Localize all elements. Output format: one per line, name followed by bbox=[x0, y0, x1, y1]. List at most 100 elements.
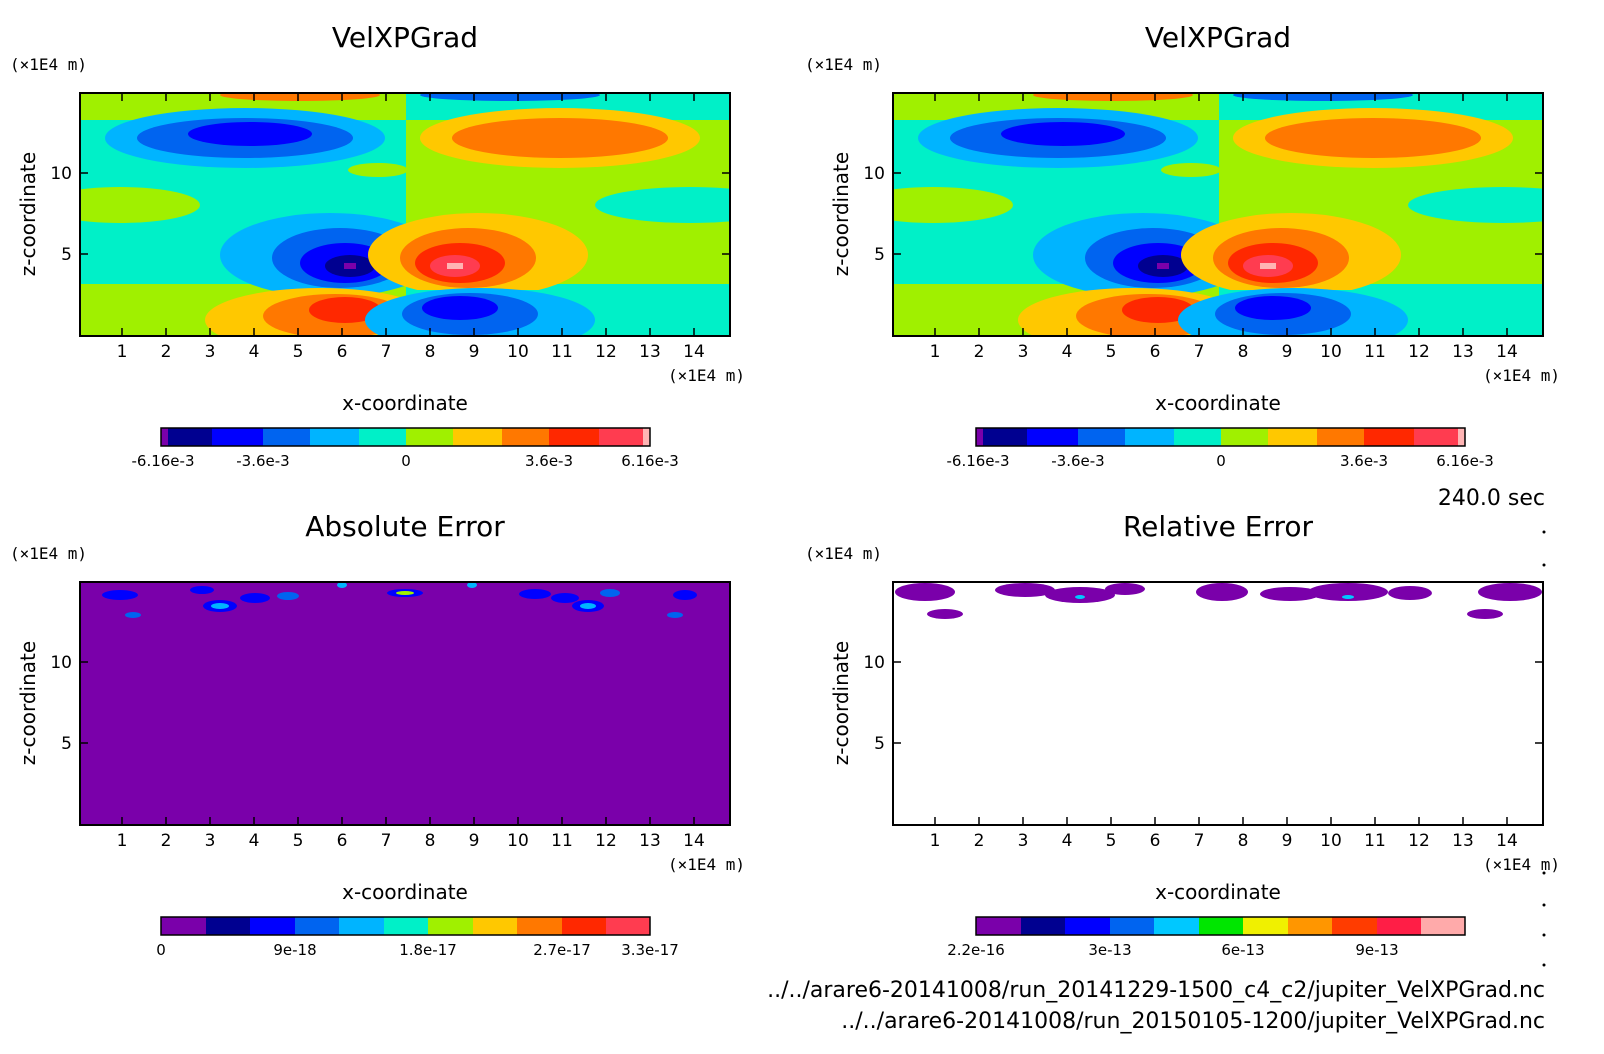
colorbar-swatch bbox=[161, 428, 168, 446]
axis-ticks bbox=[80, 93, 730, 336]
y-tick-label: 10 bbox=[50, 164, 72, 184]
y-tick-label: 10 bbox=[50, 653, 72, 673]
mid-lobe-right bbox=[1161, 163, 1221, 177]
colorbar-swatch bbox=[310, 428, 359, 446]
colorbar-swatch bbox=[1221, 428, 1268, 446]
chart-title: Absolute Error bbox=[305, 510, 505, 543]
x-tick-label: 1 bbox=[930, 831, 941, 851]
x-tick-label: 1 bbox=[117, 342, 128, 362]
x-tick-label: 9 bbox=[469, 831, 480, 851]
colorbar-swatch bbox=[1288, 917, 1332, 935]
error-patch bbox=[467, 582, 477, 588]
x-tick-label: 11 bbox=[551, 342, 573, 362]
colorbar-swatch bbox=[562, 917, 606, 935]
colorbar-swatch bbox=[1421, 917, 1465, 935]
x-tick-label: 4 bbox=[1062, 831, 1073, 851]
bottom-trough-right bbox=[1235, 296, 1311, 320]
x-tick-label: 6 bbox=[337, 831, 348, 851]
colorbar-tick-label: 9e-13 bbox=[1355, 941, 1398, 959]
error-patch bbox=[673, 590, 697, 600]
y-tick-label: 5 bbox=[874, 245, 885, 265]
x-axis-label: x-coordinate bbox=[1155, 391, 1281, 415]
x-tick-label: 10 bbox=[507, 342, 529, 362]
y-axis-label: z-coordinate bbox=[829, 152, 853, 276]
side-lobe-right bbox=[1408, 187, 1543, 223]
trough-core-left bbox=[1157, 263, 1169, 269]
plot-area bbox=[893, 582, 1543, 825]
x-tick-label: 5 bbox=[1106, 831, 1117, 851]
colorbar-swatch bbox=[1154, 917, 1199, 935]
axis-ticks bbox=[893, 661, 1543, 825]
peak-core-right bbox=[447, 263, 463, 269]
colorbar-swatch bbox=[161, 917, 206, 935]
x-tick-labels: 1 2 3 4 5 6 7 8 9 10 11 12 13 14 bbox=[930, 831, 1518, 851]
top-edge-peak-left bbox=[1033, 93, 1193, 101]
colorbar-swatch bbox=[473, 917, 517, 935]
x-tick-label: 14 bbox=[1496, 342, 1518, 362]
colorbar-swatch bbox=[643, 428, 650, 446]
upper-peak-right bbox=[1265, 118, 1481, 158]
x-tick-label: 13 bbox=[639, 342, 661, 362]
x-unit-label: (×1E4 m) bbox=[1483, 366, 1560, 385]
colorbar: -6.16e-3 -3.6e-3 0 3.6e-3 6.16e-3 bbox=[132, 427, 679, 470]
x-tick-label: 5 bbox=[293, 831, 304, 851]
top-edge-trough-right bbox=[420, 93, 600, 101]
colorbar-swatch bbox=[212, 428, 263, 446]
x-unit-label: (×1E4 m) bbox=[1483, 855, 1560, 874]
panel-velxpgrad-left: VelXPGrad (×1E4 m) bbox=[10, 21, 745, 470]
colorbar-swatch bbox=[250, 917, 295, 935]
colorbar-tick-label: -6.16e-3 bbox=[132, 452, 195, 470]
x-tick-label: 12 bbox=[1408, 342, 1430, 362]
colorbar-swatch bbox=[168, 428, 212, 446]
colorbar-tick-label: 0 bbox=[1216, 452, 1226, 470]
x-tick-label: 14 bbox=[683, 342, 705, 362]
colorbar-swatch bbox=[428, 917, 473, 935]
colorbar-tick-label: 3.3e-17 bbox=[621, 941, 679, 959]
colorbar-swatch bbox=[976, 917, 1021, 935]
colorbar-swatch bbox=[1243, 917, 1288, 935]
y-unit-label: (×1E4 m) bbox=[805, 55, 882, 74]
x-tick-label: 12 bbox=[595, 342, 617, 362]
colorbar-frame bbox=[160, 427, 651, 447]
error-patch bbox=[240, 593, 270, 603]
panel-relative-error: Relative Error (×1E4 m) 1 2 3 bbox=[805, 510, 1560, 959]
file-path-label: ../../arare6-20141008/run_20141229-1500_… bbox=[767, 978, 1545, 1003]
x-tick-label: 8 bbox=[425, 342, 436, 362]
error-patch bbox=[1478, 583, 1542, 601]
error-patch bbox=[1342, 595, 1354, 599]
colorbar-swatch bbox=[339, 917, 384, 935]
x-tick-label: 5 bbox=[293, 342, 304, 362]
colorbar-tick-label: -3.6e-3 bbox=[236, 452, 289, 470]
colorbar-tick-label: 3.6e-3 bbox=[525, 452, 573, 470]
x-tick-labels: 1 2 3 4 5 6 7 8 9 10 11 12 13 14 bbox=[117, 342, 705, 362]
x-tick-label: 9 bbox=[1282, 342, 1293, 362]
error-patch bbox=[1467, 609, 1503, 619]
x-tick-label: 11 bbox=[1364, 831, 1386, 851]
colorbar-tick-label: 0 bbox=[156, 941, 166, 959]
colorbar-swatch bbox=[1377, 917, 1421, 935]
x-tick-label: 2 bbox=[974, 342, 985, 362]
x-tick-label: 2 bbox=[974, 831, 985, 851]
error-patch bbox=[667, 612, 683, 618]
bottom-peak-left bbox=[309, 297, 381, 323]
x-tick-label: 13 bbox=[639, 831, 661, 851]
colorbar-swatch bbox=[1317, 428, 1364, 446]
x-tick-label: 9 bbox=[1282, 831, 1293, 851]
colorbar-frame bbox=[160, 916, 651, 936]
x-tick-label: 7 bbox=[381, 342, 392, 362]
axis-ticks bbox=[80, 661, 695, 825]
y-tick-label: 5 bbox=[874, 734, 885, 754]
x-tick-label: 3 bbox=[205, 342, 216, 362]
x-tick-label: 10 bbox=[1320, 831, 1342, 851]
error-patch bbox=[895, 583, 955, 601]
colorbar-swatch bbox=[263, 428, 310, 446]
side-lobe-left bbox=[893, 187, 1013, 223]
x-tick-label: 12 bbox=[595, 831, 617, 851]
colorbar-swatch bbox=[976, 428, 983, 446]
y-tick-label: 5 bbox=[61, 734, 72, 754]
x-tick-label: 7 bbox=[381, 831, 392, 851]
x-tick-label: 4 bbox=[249, 342, 260, 362]
colorbar-swatch bbox=[1414, 428, 1458, 446]
x-unit-label: (×1E4 m) bbox=[668, 855, 745, 874]
top-edge-peak-left bbox=[220, 93, 380, 101]
